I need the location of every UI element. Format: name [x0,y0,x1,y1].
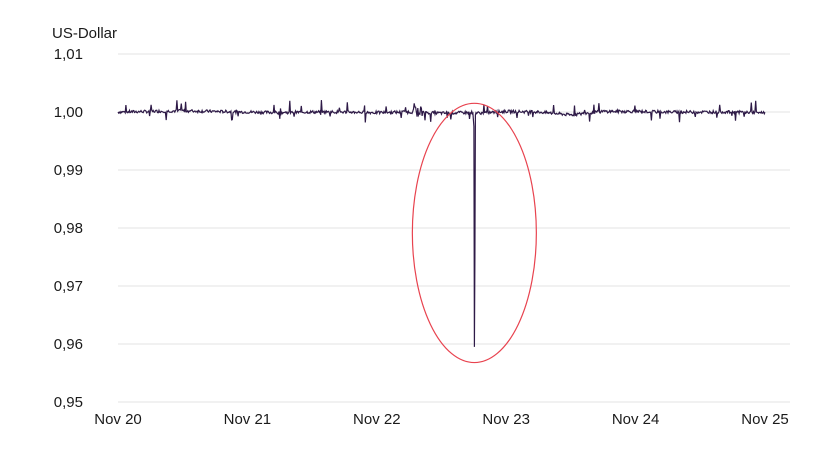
y-tick-label: 0,99 [54,162,83,179]
x-tick-label: Nov 23 [482,411,530,428]
y-tick-label: 0,97 [54,278,83,295]
y-tick-label: 0,98 [54,220,83,237]
y-tick-label: 1,01 [54,46,83,63]
y-axis-ticks: 0,95 0,96 0,97 0,98 0,99 1,00 1,01 [54,46,83,411]
x-axis-ticks: Nov 20 Nov 21 Nov 22 Nov 23 Nov 24 Nov 25 [94,411,789,428]
x-tick-label: Nov 21 [224,411,272,428]
y-tick-label: 0,96 [54,336,83,353]
y-tick-label: 0,95 [54,394,83,411]
y-axis-label: US-Dollar [52,25,117,42]
series-line [117,100,766,347]
highlight-ellipse [411,102,537,364]
x-tick-label: Nov 25 [741,411,789,428]
gridlines [118,53,790,403]
x-tick-label: Nov 20 [94,411,142,428]
x-tick-label: Nov 24 [612,411,660,428]
y-tick-label: 1,00 [54,104,83,121]
x-tick-label: Nov 22 [353,411,401,428]
